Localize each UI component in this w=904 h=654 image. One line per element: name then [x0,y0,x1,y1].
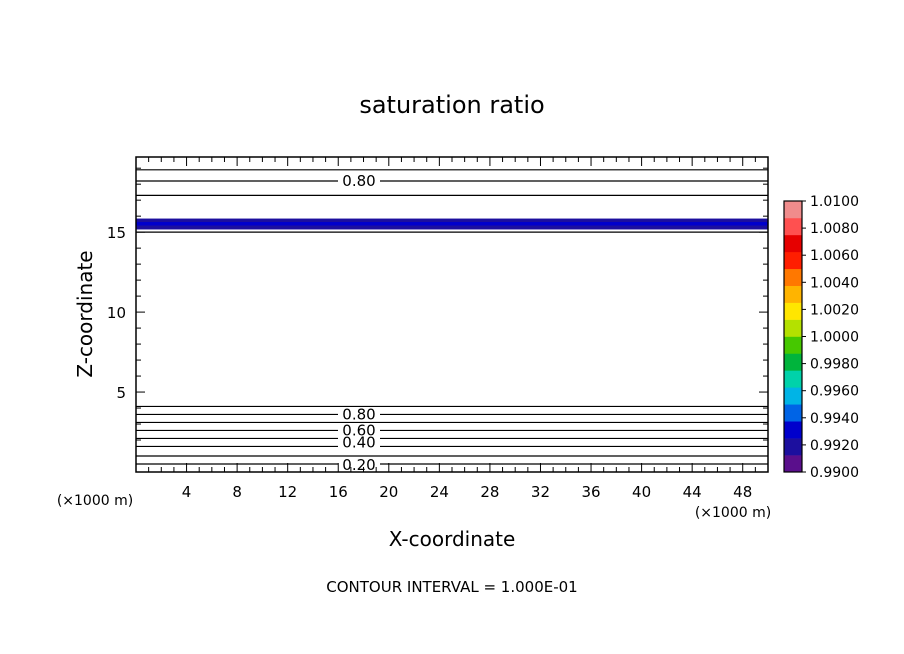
colorbar-tick-label: 0.9980 [810,357,859,373]
colorbar-tick-label: 1.0000 [810,330,859,346]
colorbar-tick-label: 0.9960 [810,384,859,400]
colorbar-tick-label: 1.0020 [810,302,859,318]
contour-label: 0.60 [342,421,375,439]
colorbar-segment [784,217,802,236]
contour-label: 0.20 [342,456,375,474]
shaded-band [136,225,768,230]
x-tick-label: 28 [480,483,499,501]
x-axis-label: X-coordinate [389,527,516,551]
contour-label-bg [338,173,380,188]
colorbar-segment [784,455,802,473]
contour-label-bg [338,435,380,450]
x-tick-label: 16 [329,483,348,501]
colorbar-segment [784,438,802,456]
x-unit-label: (×1000 m) [695,505,771,521]
plot-frame [135,156,769,473]
contour-label-bg [338,457,380,472]
colorbar-segment [784,251,802,270]
colorbar-segment [784,234,802,253]
colorbar-tick-label: 1.0100 [810,194,859,210]
colorbar-segment [784,319,802,337]
colorbar-tick-label: 0.9920 [810,438,859,454]
shaded-band [136,222,768,226]
x-tick-label: 20 [379,483,398,501]
colorbar-tick-label: 1.0060 [810,248,859,264]
x-tick-label: 40 [632,483,651,501]
y-tick-label: 10 [107,304,126,322]
contour-label-bg [338,423,380,438]
x-tick-label: 12 [278,483,297,501]
colorbar-tick-label: 0.9940 [810,411,859,427]
x-tick-label: 32 [531,483,550,501]
colorbar-segment [784,353,802,371]
colorbar-tick-label: 1.0040 [810,275,859,291]
shaded-band [136,218,768,223]
contour-label: 0.80 [342,405,375,423]
y-tick-label: 15 [107,224,126,242]
x-tick-label: 24 [430,483,449,501]
colorbar-segment [784,404,802,422]
colorbar-segment [784,421,802,439]
plot-area: 0.800.800.600.400.204 8 12 16 20 24 28 32 36 40 44… [107,156,769,501]
colorbar-segment [784,201,802,219]
contour-label: 0.80 [342,172,375,190]
colorbar-segment [784,302,802,320]
y-axis-label: Z-coordinate [73,250,97,377]
colorbar-segment [784,268,802,286]
colorbar-segment [784,370,802,388]
x-tick-label: 8 [232,483,242,501]
x-tick-label: 36 [581,483,600,501]
x-tick-label: 4 [182,483,192,501]
colorbar-segment [784,336,802,354]
colorbar-tick-label: 1.0080 [810,221,859,237]
x-tick-label: 44 [683,483,702,501]
colorbar-segment [784,285,802,303]
colorbar-segment [784,387,802,405]
y-tick-label: 5 [116,384,126,402]
y-unit-label: (×1000 m) [57,493,133,509]
colorbar-tick-label: 0.9900 [810,465,859,481]
contour-label-bg [338,407,380,422]
x-tick-label: 48 [733,483,752,501]
colorbar: 0.9900 0.9920 0.9940 0.9960 0.9980 1.0000 1.00… [783,194,859,481]
contour-label: 0.40 [342,433,375,451]
contour-interval-note: CONTOUR INTERVAL = 1.000E-01 [326,578,577,596]
chart-title: saturation ratio [359,91,544,119]
